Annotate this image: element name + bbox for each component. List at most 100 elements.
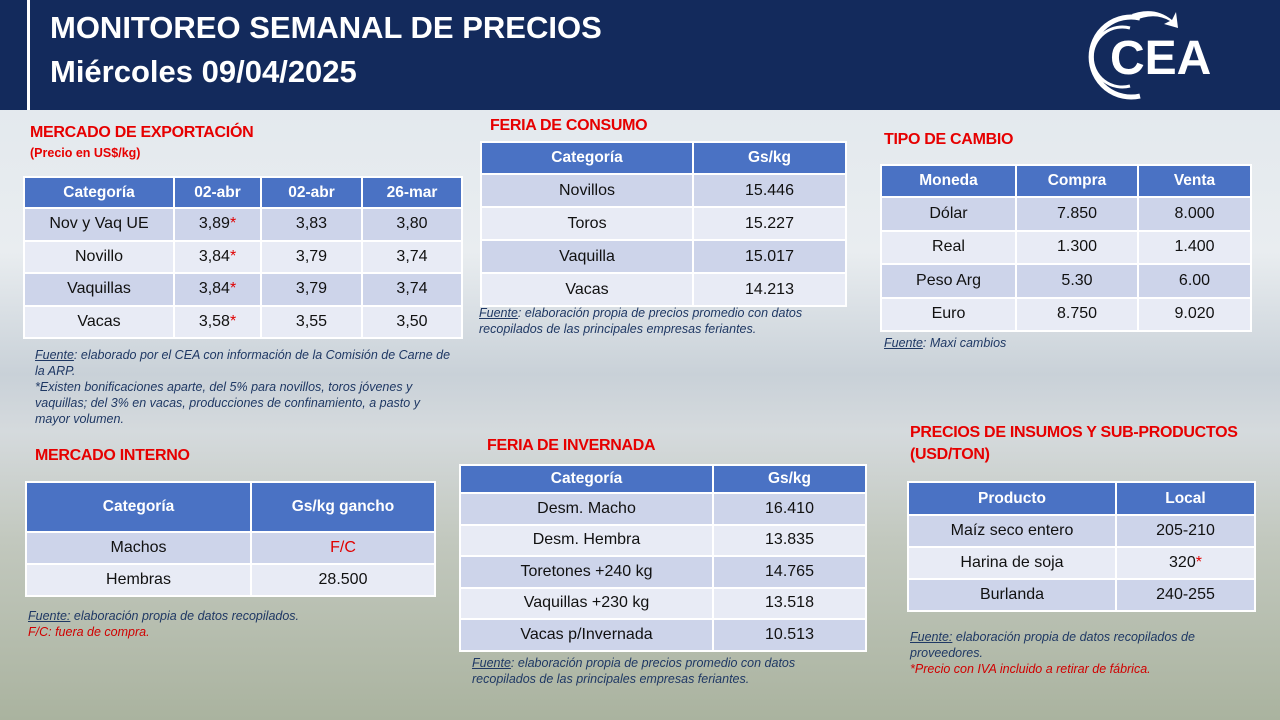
header-band: MONITOREO SEMANAL DE PRECIOS Miércoles 0… <box>0 0 1280 110</box>
table-cell: 10.513 <box>712 618 867 652</box>
note-text: F/C: fuera de compra. <box>28 625 150 639</box>
table-cell: 15.227 <box>692 206 847 241</box>
table-row: Vaquilla 15.017 <box>480 239 847 274</box>
note-label: Fuente: <box>28 609 71 623</box>
note-text: elaboración propia de datos recopilados … <box>910 630 1195 660</box>
table-cell: Vaquilla <box>480 239 694 274</box>
section-title: TIPO DE CAMBIO <box>884 131 1014 148</box>
note-label: Fuente <box>479 306 518 320</box>
column-header: Gs/kg gancho <box>250 481 436 533</box>
table-cell: 5.30 <box>1015 263 1139 299</box>
note-label: Fuente <box>884 336 923 350</box>
column-header: Categoría <box>480 141 694 175</box>
column-header: Categoría <box>459 464 714 494</box>
table-cell: Machos <box>25 531 252 565</box>
table-row: Nov y Vaq UE 3,89* 3,83 3,80 <box>23 207 463 242</box>
table-cell: Toretones +240 kg <box>459 555 714 589</box>
table-cell: 240-255 <box>1115 578 1256 612</box>
notes: Fuente: elaboración propia de precios pr… <box>479 305 859 337</box>
table-row: Maíz seco entero 205-210 <box>907 514 1256 548</box>
price-table: Categoría 02-abr 02-abr 26-mar Nov y Vaq UE 3… <box>23 176 463 339</box>
table-cell: Burlanda <box>907 578 1117 612</box>
table-cell: 1.400 <box>1137 229 1252 265</box>
table-cell: 14.765 <box>712 555 867 589</box>
table-cell: 3,74 <box>361 239 463 274</box>
column-header: Gs/kg <box>712 464 867 494</box>
cell-value: 3,89 <box>198 215 230 233</box>
table-row: Vacas 14.213 <box>480 272 847 307</box>
table-cell: 320* <box>1115 546 1256 580</box>
table-cell: 6.00 <box>1137 263 1252 299</box>
logo: CEA <box>1088 11 1211 100</box>
note-text: : elaboración propia de precios promedio… <box>479 306 803 336</box>
notes: Fuente: elaborado por el CEA con informa… <box>35 347 455 427</box>
header-row: Categoría Gs/kg gancho <box>25 481 436 533</box>
header-rule <box>27 0 30 110</box>
logo-text: CEA <box>1110 32 1211 85</box>
table-cell: Real <box>880 229 1017 265</box>
cell-value: 320 <box>1169 554 1196 571</box>
table-row: Toros 15.227 <box>480 206 847 241</box>
cell-mark: * <box>229 280 237 298</box>
table-cell: Desm. Hembra <box>459 523 714 557</box>
column-header: Local <box>1115 481 1256 516</box>
section-subtitle: (Precio en US$/kg) <box>30 146 141 160</box>
page-date: Miércoles 09/04/2025 <box>50 54 357 89</box>
table-cell: 3,58* <box>173 304 262 339</box>
cell-mark: * <box>229 247 237 265</box>
section-title: MERCADO DE EXPORTACIÓN <box>30 124 254 141</box>
note-text: : Maxi cambios <box>922 336 1007 350</box>
price-table: Categoría Gs/kg gancho Machos F/C Hembras 28.… <box>25 481 436 597</box>
cell-mark: * <box>1195 554 1202 571</box>
note: Fuente: elaboración propia de datos reco… <box>910 629 1240 661</box>
table-cell: Toros <box>480 206 694 241</box>
column-header: Moneda <box>880 164 1017 198</box>
header-row: Categoría 02-abr 02-abr 26-mar <box>23 176 463 209</box>
note-text: : elaborado por el CEA con información d… <box>35 348 451 378</box>
table-cell: Peso Arg <box>880 263 1017 299</box>
header-row: Producto Local <box>907 481 1256 516</box>
table-row: Burlanda 240-255 <box>907 578 1256 612</box>
column-header: Categoría <box>23 176 175 209</box>
table-cell: 3,79 <box>260 239 363 274</box>
note-label: Fuente: <box>910 630 953 644</box>
notes: Fuente: elaboración propia de precios pr… <box>472 655 852 687</box>
table-row: Vaquillas +230 kg 13.518 <box>459 586 867 620</box>
table-cell: Euro <box>880 296 1017 332</box>
table-cell: 3,83 <box>260 207 363 242</box>
table-row: Machos F/C <box>25 531 436 565</box>
table-cell: Novillo <box>23 239 175 274</box>
table-cell: Vaquillas +230 kg <box>459 586 714 620</box>
logo-arrow <box>1132 11 1178 29</box>
header-row: Categoría Gs/kg <box>459 464 867 494</box>
column-header: 02-abr <box>260 176 363 209</box>
header-row: Categoría Gs/kg <box>480 141 847 175</box>
section-title: PRECIOS DE INSUMOS Y SUB-PRODUCTOS <box>910 424 1238 441</box>
note-label: Fuente <box>472 656 511 670</box>
table-cell: Nov y Vaq UE <box>23 207 175 242</box>
column-header: Venta <box>1137 164 1252 198</box>
table-row: Desm. Hembra 13.835 <box>459 523 867 557</box>
page-title: MONITOREO SEMANAL DE PRECIOS <box>50 10 602 45</box>
notes: Fuente: elaboración propia de datos reco… <box>28 608 428 640</box>
table-row: Vaquillas 3,84* 3,79 3,74 <box>23 272 463 307</box>
note: *Precio con IVA incluido a retirar de fá… <box>910 661 1240 677</box>
table-row: Dólar 7.850 8.000 <box>880 196 1252 232</box>
table-cell: 3,74 <box>361 272 463 307</box>
table-row: Hembras 28.500 <box>25 563 436 597</box>
cell-value: 3,84 <box>198 280 230 298</box>
logo-arc <box>1090 25 1131 89</box>
table-row: Novillo 3,84* 3,79 3,74 <box>23 239 463 274</box>
table-cell: 3,89* <box>173 207 262 242</box>
note: Fuente: Maxi cambios <box>884 335 1244 351</box>
column-header: Categoría <box>25 481 252 533</box>
table-cell: 15.446 <box>692 173 847 208</box>
table-row: Desm. Macho 16.410 <box>459 492 867 526</box>
table-row: Vacas p/Invernada 10.513 <box>459 618 867 652</box>
notes: Fuente: elaboración propia de datos reco… <box>910 629 1240 677</box>
notes: Fuente: Maxi cambios <box>884 335 1244 351</box>
table-cell: 8.750 <box>1015 296 1139 332</box>
table-cell: 28.500 <box>250 563 436 597</box>
table-cell: Maíz seco entero <box>907 514 1117 548</box>
